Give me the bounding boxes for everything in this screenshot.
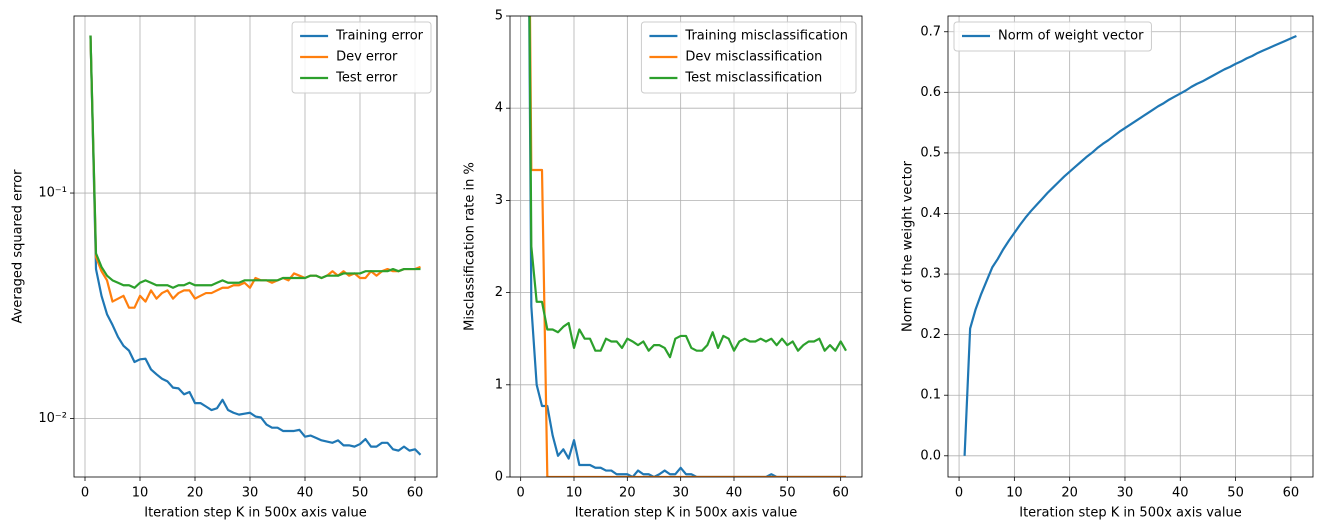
y-tick-label: 0.3 (920, 267, 941, 282)
series-line (89, 35, 421, 309)
y-tick-label: 0.5 (920, 145, 941, 160)
axes-frame (73, 15, 438, 478)
plot-area (528, 16, 847, 477)
series-line (89, 35, 422, 456)
x-tick-label: 40 (1172, 486, 1189, 501)
x-tick-label: 0 (517, 486, 525, 501)
y-tick-label: 0.2 (920, 327, 941, 342)
x-tick-label: 50 (1227, 486, 1244, 501)
y-tick-label: 2 (495, 285, 503, 300)
legend-label: Training misclassification (684, 29, 848, 44)
y-tick-label: 1 (495, 377, 503, 392)
axes-frame (947, 15, 1314, 478)
legend: Training misclassification Dev misclassif… (640, 21, 857, 94)
y-tick-label: 0 (495, 470, 503, 485)
legend-label: Norm of weight vector (998, 29, 1144, 44)
legend-label: Test error (335, 71, 398, 86)
y-tick-label: 0.1 (920, 388, 941, 403)
legend-label: Test misclassification (684, 71, 822, 86)
legend-box (953, 21, 1152, 52)
x-tick-label: 40 (297, 486, 314, 501)
legend: Training error Dev error Test error (291, 21, 432, 94)
y-tick-label: 0.0 (920, 448, 941, 463)
x-tick-label: 20 (1061, 486, 1078, 501)
x-tick-label: 30 (1117, 486, 1134, 501)
y-tick-label: 10⁻² (38, 411, 67, 426)
x-tick-label: 10 (566, 486, 583, 501)
x-axis-label: Iteration step K in 500x axis value (144, 506, 367, 521)
x-tick-label: 30 (672, 486, 689, 501)
y-tick-label: 0.6 (920, 85, 941, 100)
legend: Norm of weight vector (953, 21, 1152, 52)
y-tick-label: 0.4 (920, 206, 941, 221)
y-tick-label: 0.7 (920, 24, 941, 39)
y-tick-label: 5 (495, 9, 503, 24)
legend-box (291, 21, 432, 94)
y-axis-label: Norm of the weight vector (901, 160, 916, 332)
x-tick-label: 0 (81, 486, 89, 501)
legend-label: Dev misclassification (685, 50, 822, 65)
x-tick-label: 20 (187, 486, 204, 501)
series-line (89, 35, 421, 289)
series-line (963, 34, 1297, 456)
legend-label: Training error (335, 29, 424, 44)
legend-label: Dev error (336, 50, 398, 65)
x-tick-label: 30 (242, 486, 259, 501)
y-tick-label: 4 (495, 101, 503, 116)
x-tick-label: 50 (352, 486, 369, 501)
legend-box (640, 21, 857, 94)
x-axis-label: Iteration step K in 500x axis value (1019, 506, 1242, 521)
y-axis-label: Averaged squared error (11, 169, 26, 324)
axes-frame (509, 15, 863, 478)
series-line (528, 16, 846, 477)
x-tick-label: 20 (619, 486, 636, 501)
x-tick-label: 10 (132, 486, 149, 501)
x-tick-label: 50 (779, 486, 796, 501)
series-line (528, 16, 847, 359)
x-tick-label: 60 (1283, 486, 1300, 501)
x-tick-label: 0 (955, 486, 963, 501)
x-tick-label: 10 (1006, 486, 1023, 501)
plot-area (89, 35, 422, 456)
x-tick-label: 60 (832, 486, 849, 501)
x-tick-label: 40 (726, 486, 743, 501)
plot-area (963, 34, 1297, 456)
y-axis-label: Misclassification rate in % (463, 162, 478, 331)
x-axis-label: Iteration step K in 500x axis value (575, 506, 798, 521)
x-tick-label: 60 (407, 486, 424, 501)
y-tick-label: 10⁻¹ (38, 186, 67, 201)
y-tick-label: 3 (495, 193, 503, 208)
